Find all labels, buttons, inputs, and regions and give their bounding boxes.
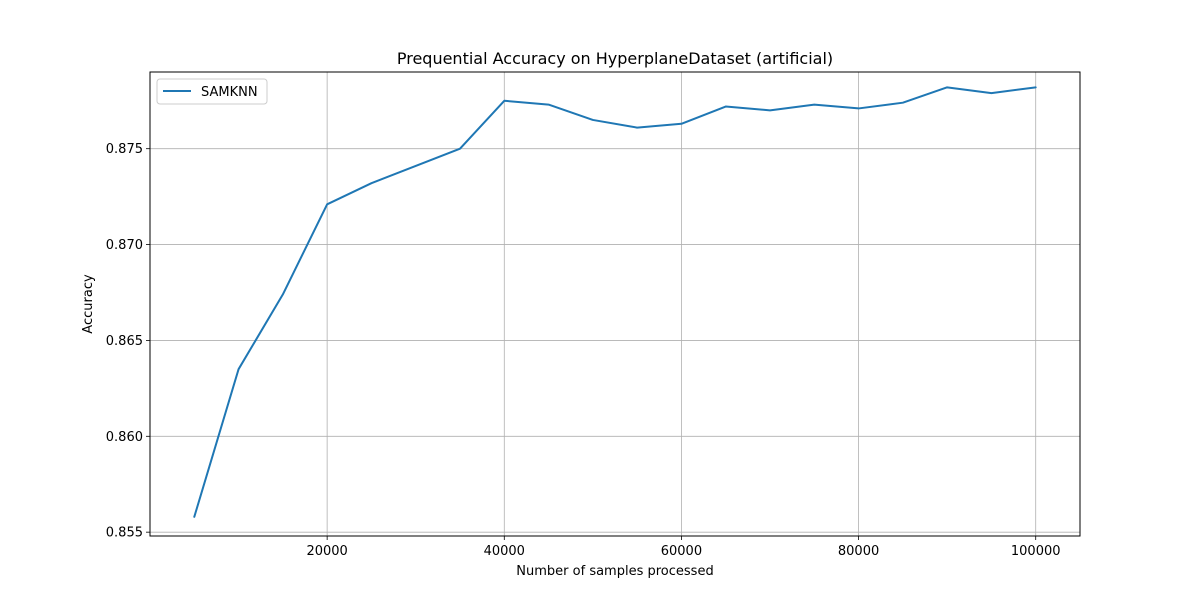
y-axis-ticks: 0.855 0.860 0.865 0.870 0.875 bbox=[106, 142, 150, 541]
x-tick-label: 20000 bbox=[306, 544, 347, 559]
y-tick-label: 0.855 bbox=[106, 526, 143, 541]
x-tick-label: 80000 bbox=[838, 544, 879, 559]
series-line-samknn bbox=[193, 86, 1037, 518]
x-tick-label: 40000 bbox=[484, 544, 525, 559]
plot-area-frame bbox=[149, 71, 1081, 537]
legend: SAMKNN bbox=[156, 78, 268, 105]
y-tick-label: 0.860 bbox=[106, 430, 143, 445]
y-tick-label: 0.875 bbox=[106, 142, 143, 157]
legend-label-samknn: SAMKNN bbox=[201, 85, 258, 100]
chart-title: Prequential Accuracy on HyperplaneDatase… bbox=[397, 49, 833, 68]
y-axis-label: Accuracy bbox=[81, 274, 96, 334]
grid bbox=[150, 72, 1080, 536]
x-axis-ticks: 20000 40000 60000 80000 100000 bbox=[306, 536, 1061, 559]
x-tick-label: 100000 bbox=[1011, 544, 1061, 559]
y-tick-label: 0.870 bbox=[106, 238, 143, 253]
y-tick-label: 0.865 bbox=[106, 334, 143, 349]
series-layer bbox=[193, 86, 1037, 518]
legend-box bbox=[156, 78, 268, 105]
x-tick-label: 60000 bbox=[661, 544, 702, 559]
x-axis-label: Number of samples processed bbox=[516, 564, 713, 579]
